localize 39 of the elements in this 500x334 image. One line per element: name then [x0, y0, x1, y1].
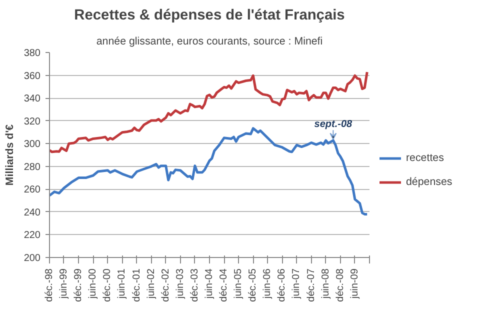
x-tick-label: juin-05	[233, 268, 244, 300]
x-tick-label: déc.-99	[73, 268, 84, 302]
x-tick-label: déc.-03	[189, 268, 200, 302]
y-tick-label: 320	[24, 116, 41, 128]
legend-label: recettes	[406, 152, 444, 164]
y-tick-label: 380	[24, 48, 41, 59]
y-tick-label: 360	[24, 70, 41, 82]
y-tick-label: 300	[24, 139, 41, 150]
y-axis-title: Milliards d'€	[4, 124, 16, 186]
x-tick-label: déc.-06	[276, 268, 288, 302]
x-tick-label: déc.-00	[102, 268, 114, 302]
y-tick-label: 200	[24, 253, 41, 264]
legend-label: dépenses	[406, 176, 452, 188]
x-tick-label: déc.-98	[44, 268, 55, 302]
x-tick-label: juin-00	[88, 268, 99, 300]
annotation: sept.-08	[314, 119, 353, 130]
x-tick-label: juin-03	[174, 268, 186, 300]
chart-title: Recettes & dépenses de l'état Français	[74, 8, 345, 24]
x-tick-label: déc.-07	[306, 268, 317, 302]
x-tick-label: déc.-08	[334, 268, 346, 302]
x-tick-label: juin-04	[204, 268, 215, 300]
x-tick-label: juin-01	[116, 268, 128, 300]
line-series	[50, 70, 368, 154]
x-tick-label: juin-09	[349, 268, 360, 300]
x-tick-label: déc.-05	[248, 268, 259, 302]
x-tick-label: déc.-02	[160, 268, 172, 302]
y-tick-label: 280	[24, 162, 41, 173]
x-tick-label: juin-06	[262, 268, 274, 300]
x-tick-label: juin-08	[320, 268, 332, 300]
x-tick-label: juin-07	[291, 268, 302, 300]
x-tick-label: juin-02	[146, 268, 157, 300]
y-tick-label: 240	[24, 207, 41, 218]
y-tick-label: 220	[24, 230, 41, 242]
chart-subtitle: année glissante, euros courants, source : Minefi	[96, 36, 323, 48]
y-tick-label: 340	[24, 94, 41, 105]
y-tick-label: 260	[24, 184, 41, 196]
x-tick-label: déc.-04	[218, 268, 230, 302]
x-tick-label: déc.-01	[131, 268, 142, 302]
x-tick-label: juin-99	[58, 268, 70, 300]
